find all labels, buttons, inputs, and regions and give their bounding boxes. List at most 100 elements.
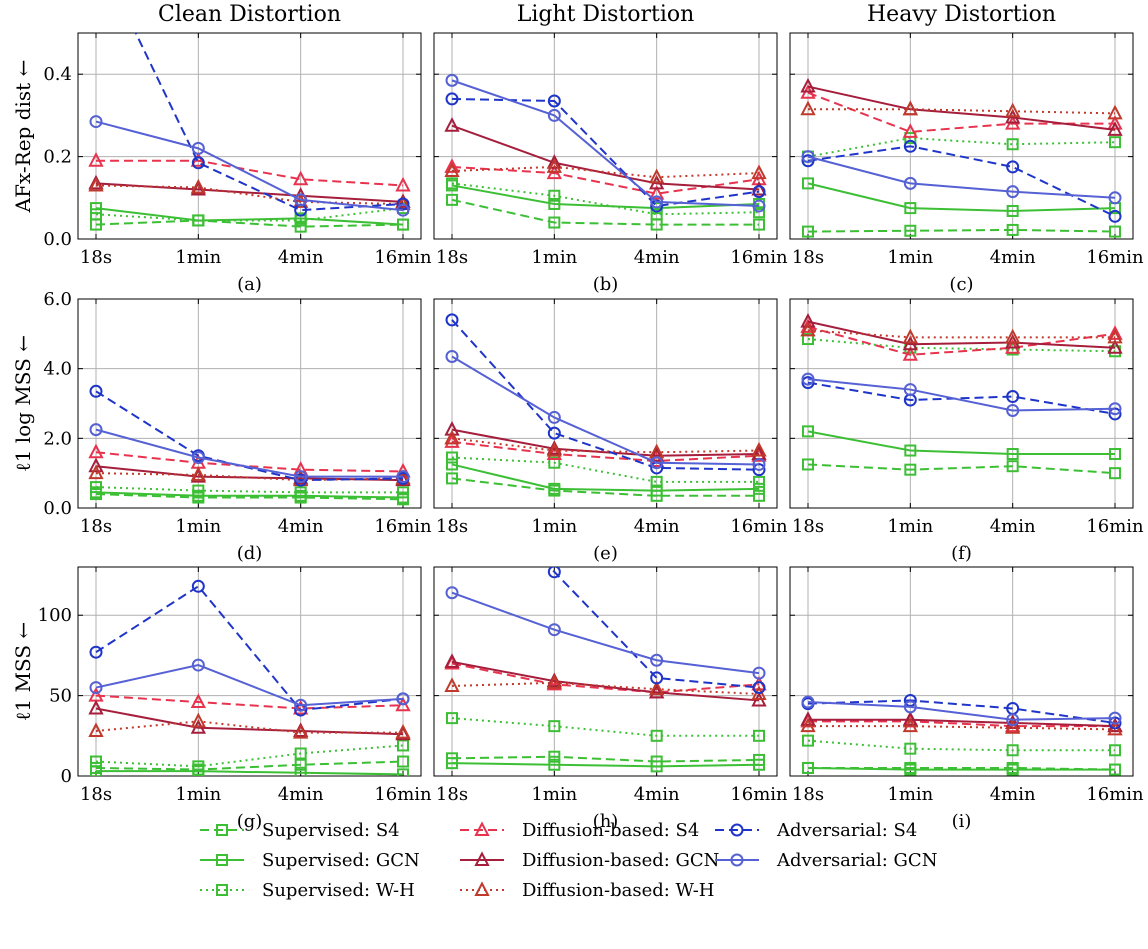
legend-marker [474, 851, 490, 866]
data-point-adv-s4 [801, 154, 815, 168]
series-group [800, 77, 1123, 238]
x-tick-label: 1min [887, 516, 933, 537]
series-line-adv-gcn [95, 120, 404, 212]
data-point-adv-s4 [191, 156, 205, 170]
data-point-diff-s4 [190, 693, 206, 709]
series-line-diff-gcn [451, 124, 760, 191]
series-line-diff-s4 [96, 159, 404, 187]
legend-marker [216, 824, 228, 836]
legend-entry-sup-gcn: Supervised: GCN [200, 850, 420, 871]
panel-f: 18s 1min 4min 16min (f) [789, 298, 1144, 564]
panel-frame [77, 32, 422, 240]
data-point-adv-s4 [89, 384, 103, 398]
series-line-adv-s4 [807, 699, 1116, 724]
x-tick-label: 18s [436, 247, 468, 268]
legend: Supervised: S4 Supervised: GCN Supervised:… [200, 820, 937, 901]
series-line-diff-gcn [451, 428, 760, 457]
data-point-adv-gcn [650, 653, 664, 667]
data-point-adv-gcn [396, 692, 410, 706]
data-point-diff-s4 [1107, 114, 1123, 130]
series-group [444, 567, 767, 773]
data-point-adv-gcn [191, 658, 205, 672]
data-point-sup-s4 [802, 458, 814, 471]
panel-e: 18s 1min 4min 16min (e) [433, 298, 788, 564]
series-line-sup-gcn [451, 184, 760, 210]
data-point-adv-gcn [903, 383, 917, 397]
data-point-diff-gcn [751, 180, 767, 196]
data-point-sup-gcn [1109, 448, 1121, 461]
data-point-diff-wh [88, 176, 104, 192]
data-point-sup-wh [446, 451, 458, 464]
data-point-diff-gcn [902, 711, 918, 726]
series-line-diff-gcn [807, 85, 1116, 131]
series-line-diff-gcn [807, 320, 1116, 349]
series-line-adv-gcn [451, 79, 760, 208]
series-line-diff-gcn [451, 660, 760, 702]
legend-label: Diffusion-based: W-H [522, 880, 715, 901]
data-point-sup-wh [192, 214, 205, 227]
data-point-sup-wh [1109, 744, 1121, 757]
data-point-adv-s4 [547, 426, 561, 440]
data-point-diff-gcn [444, 117, 460, 132]
data-point-sup-s4 [1006, 223, 1019, 236]
y-tick-label: 6.0 [43, 289, 72, 310]
data-point-adv-s4 [191, 579, 205, 593]
data-point-sup-s4 [1006, 460, 1019, 473]
series-line-diff-s4 [451, 662, 760, 694]
x-tick-label: 18s [436, 516, 468, 537]
data-point-diff-wh [751, 441, 767, 457]
series-line-sup-gcn [807, 430, 1115, 456]
data-point-adv-gcn [396, 470, 410, 484]
data-point-diff-wh [444, 429, 460, 445]
x-tick-label: 18s [436, 784, 468, 805]
panel-label: (e) [593, 543, 618, 564]
x-tick-label: 16min [730, 784, 788, 805]
series-line-sup-gcn [451, 463, 760, 492]
series-line-adv-s4 [95, 584, 404, 712]
y-tick-label: 50 [49, 686, 72, 707]
series-group [88, 579, 411, 776]
y-tick-label: 100 [38, 605, 72, 626]
data-point-sup-gcn [446, 458, 458, 471]
y-tick-label: 4.0 [43, 359, 72, 380]
data-point-sup-wh [446, 712, 458, 725]
data-point-diff-wh [546, 441, 562, 457]
data-point-diff-wh [800, 100, 816, 116]
data-point-diff-wh [1005, 102, 1021, 118]
panel-label: (h) [593, 811, 619, 832]
data-point-sup-gcn [1006, 204, 1019, 217]
panel-label: (c) [949, 274, 973, 295]
series-line-sup-s4 [95, 760, 404, 771]
data-point-sup-wh [753, 206, 765, 219]
column-title: Clean Distortion [158, 2, 341, 27]
x-tick-label: 1min [175, 516, 221, 537]
legend-entry-sup-wh: Supervised: W-H [200, 880, 415, 901]
legend-label: Supervised: S4 [262, 820, 400, 841]
legend-marker [730, 823, 744, 837]
data-point-sup-gcn [397, 218, 409, 231]
series-line-sup-s4 [451, 198, 759, 226]
data-point-adv-gcn [650, 456, 664, 470]
data-point-diff-s4 [190, 152, 206, 167]
data-point-sup-gcn [802, 177, 814, 190]
x-tick-label: 18s [792, 516, 824, 537]
data-point-adv-s4 [547, 94, 561, 108]
data-point-diff-wh [88, 464, 104, 480]
data-point-adv-gcn [89, 423, 103, 437]
data-point-sup-wh [650, 208, 663, 221]
data-point-adv-gcn [1006, 185, 1020, 199]
series-group [88, 384, 411, 506]
x-tick-label: 16min [374, 516, 432, 537]
series-line-diff-s4 [451, 165, 760, 195]
data-point-sup-gcn [548, 758, 561, 771]
series-line-diff-gcn [95, 465, 404, 482]
legend-entry-adv-s4: Adversarial: S4 [715, 820, 917, 841]
legend-entry-diff-gcn: Diffusion-based: GCN [460, 850, 719, 871]
panel-b: 18s 1min 4min 16min Light Distortion (b) [433, 2, 788, 295]
series-group [800, 312, 1123, 480]
data-point-adv-gcn [89, 681, 103, 695]
data-point-diff-wh [1005, 719, 1021, 734]
data-point-sup-gcn [397, 768, 409, 776]
data-point-sup-gcn [904, 202, 917, 215]
